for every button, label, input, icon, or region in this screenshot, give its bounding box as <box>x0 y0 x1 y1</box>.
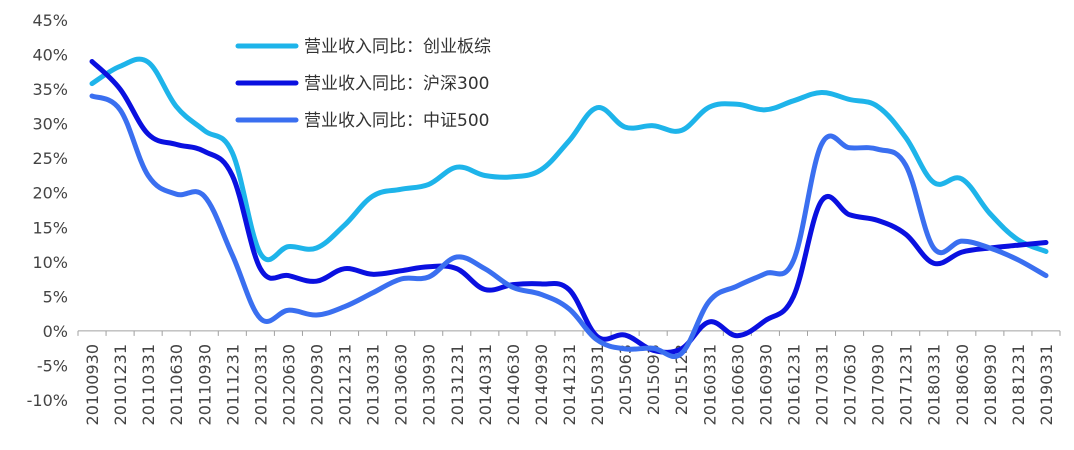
x-tick-label: 20150331 <box>588 344 607 425</box>
x-tick-label: 20110930 <box>195 344 214 425</box>
x-tick-label: 20131231 <box>448 344 467 425</box>
y-tick-label: 25% <box>32 149 68 168</box>
x-tick-label: 20141231 <box>560 344 579 425</box>
x-tick-label: 20110630 <box>167 344 186 425</box>
legend-label-1: 营业收入同比：创业板综 <box>304 37 491 57</box>
y-tick-label: 15% <box>32 218 68 237</box>
x-tick-label: 20130930 <box>420 344 439 425</box>
y-tick-label: 45% <box>32 11 68 30</box>
x-tick-label: 2015063 <box>616 344 635 415</box>
x-tick-label: 20110331 <box>139 344 158 425</box>
x-tick-label: 20170930 <box>869 344 888 425</box>
x-tick-label: 20160930 <box>756 344 775 425</box>
x-tick-label: 20160630 <box>728 344 747 425</box>
x-tick-label: 20140930 <box>532 344 551 425</box>
legend-label-3: 营业收入同比：中证500 <box>304 111 489 131</box>
y-tick-label: 5% <box>43 287 68 306</box>
x-tick-label: 2015093 <box>644 344 663 415</box>
series-line-3 <box>89 93 1049 360</box>
x-tick-label: 20171231 <box>897 344 916 425</box>
x-tick-label: 2015123 <box>672 344 691 415</box>
x-tick-label: 20130331 <box>364 344 383 425</box>
y-tick-label: 30% <box>32 115 68 134</box>
legend-label-2: 营业收入同比：沪深300 <box>304 74 489 94</box>
x-tick-label: 20101231 <box>111 344 130 425</box>
x-tick-label: 20190331 <box>1037 344 1056 425</box>
y-tick-label: 40% <box>32 46 68 65</box>
x-tick-label: 20160331 <box>700 344 719 425</box>
y-tick-label: 0% <box>43 322 68 341</box>
x-tick-label: 20170630 <box>841 344 860 425</box>
x-tick-label: 20140331 <box>476 344 495 425</box>
x-tick-label: 20170331 <box>813 344 832 425</box>
x-tick-label: 20111231 <box>223 344 242 425</box>
x-tick-label: 20130630 <box>392 344 411 425</box>
x-tick-label: 20120331 <box>251 344 270 425</box>
x-tick-label: 20121231 <box>336 344 355 425</box>
y-tick-label: 10% <box>32 253 68 272</box>
y-tick-label: 35% <box>32 80 68 99</box>
x-tick-label: 20140630 <box>504 344 523 425</box>
y-tick-label: 20% <box>32 184 68 203</box>
y-tick-label: -10% <box>27 391 68 410</box>
x-tick-label: 20120630 <box>279 344 298 425</box>
x-tick-label: 20181231 <box>1009 344 1028 425</box>
x-tick-label: 20161231 <box>784 344 803 425</box>
x-tick-label: 20180630 <box>953 344 972 425</box>
x-tick-label: 20120930 <box>307 344 326 425</box>
series-line-1 <box>89 56 1049 263</box>
y-tick-label: -5% <box>37 356 68 375</box>
x-tick-label: 20180331 <box>925 344 944 425</box>
x-tick-label: 20180930 <box>981 344 1000 425</box>
series-line-2 <box>89 59 1049 355</box>
x-tick-label: 20100930 <box>83 344 102 425</box>
